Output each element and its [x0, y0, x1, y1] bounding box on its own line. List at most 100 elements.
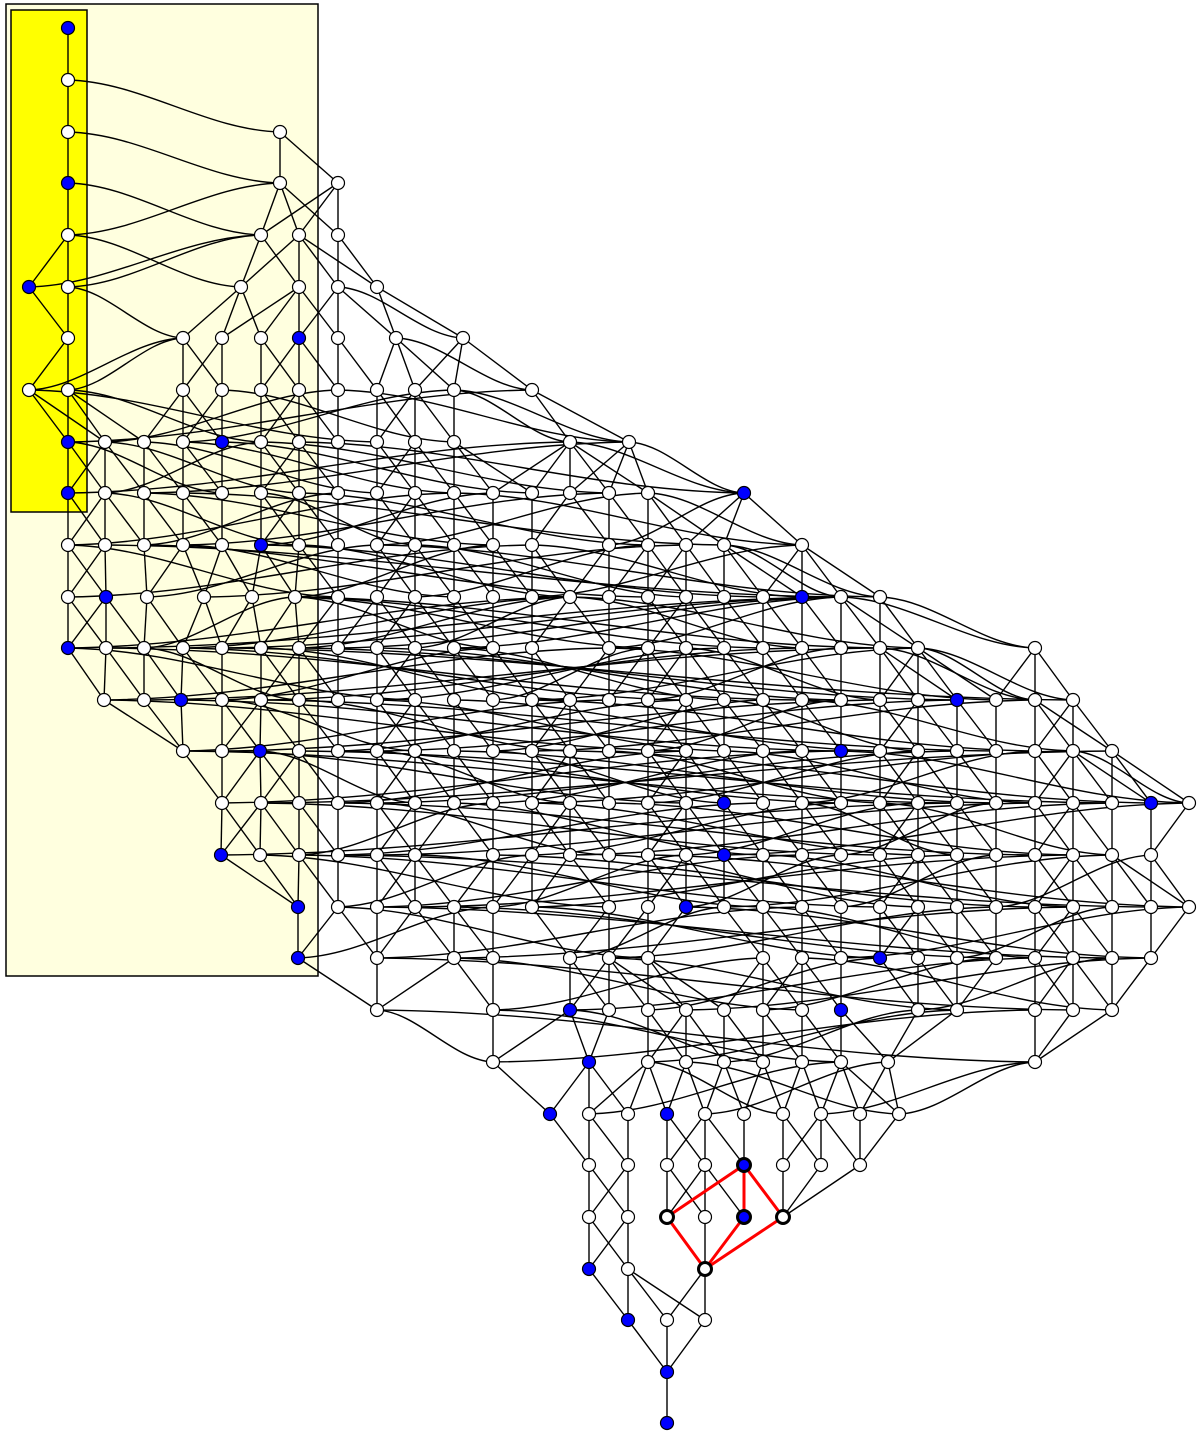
edge	[182, 337, 223, 391]
edge	[376, 699, 725, 752]
highlight-edges-layer	[665, 1163, 785, 1271]
edge	[569, 441, 745, 494]
edge	[221, 389, 455, 443]
node	[291, 640, 307, 656]
edge	[531, 802, 919, 856]
edge	[782, 1164, 861, 1218]
edge	[1034, 906, 1074, 959]
edge	[492, 647, 649, 701]
node	[330, 743, 346, 759]
edge	[820, 1061, 1036, 1115]
node	[697, 1209, 713, 1225]
edge	[298, 234, 378, 288]
node	[794, 537, 810, 553]
edge	[376, 906, 416, 959]
node	[1027, 1054, 1043, 1070]
edge	[260, 544, 764, 598]
node	[291, 795, 307, 811]
edge	[840, 750, 1190, 804]
node	[407, 537, 423, 553]
edge	[146, 544, 184, 598]
node	[794, 1002, 810, 1018]
edge	[376, 647, 416, 701]
edge	[762, 957, 997, 1011]
edge	[376, 1009, 494, 1063]
blue-node	[173, 692, 189, 708]
node	[407, 382, 423, 398]
node	[330, 485, 346, 501]
edge	[569, 441, 610, 494]
edge	[647, 647, 842, 701]
edge	[743, 1061, 764, 1115]
highlight-edge	[665, 1216, 707, 1270]
node	[659, 1157, 675, 1173]
edge	[453, 906, 494, 959]
edge	[588, 1113, 629, 1166]
node	[97, 434, 113, 450]
edge	[879, 596, 919, 649]
edge	[782, 1113, 822, 1166]
node	[253, 227, 269, 243]
node	[330, 899, 346, 915]
edge	[801, 647, 842, 701]
node	[562, 743, 578, 759]
edge	[103, 647, 107, 701]
edge	[840, 596, 881, 649]
edge	[279, 182, 300, 236]
node	[755, 743, 771, 759]
edge	[1150, 802, 1190, 856]
edge	[259, 854, 610, 908]
blue-node	[252, 743, 268, 759]
node	[640, 640, 656, 656]
node	[833, 692, 849, 708]
node	[852, 1106, 868, 1122]
node	[524, 847, 540, 863]
edge	[376, 957, 1074, 1011]
edge	[67, 389, 145, 443]
edge	[879, 596, 1036, 649]
edge	[647, 802, 687, 856]
node	[988, 692, 1004, 708]
node	[601, 537, 617, 553]
node	[407, 692, 423, 708]
node	[640, 1002, 656, 1018]
node	[369, 743, 385, 759]
edge	[251, 596, 262, 649]
node	[330, 537, 346, 553]
node	[369, 795, 385, 811]
edge	[1072, 750, 1113, 804]
node	[1143, 950, 1159, 966]
edge	[840, 1061, 861, 1115]
node	[910, 795, 926, 811]
blue-node	[60, 485, 76, 501]
edge	[608, 957, 958, 1011]
blue-node	[213, 847, 229, 863]
node	[910, 899, 926, 915]
edge	[1034, 854, 1074, 908]
edge	[143, 647, 300, 701]
node	[910, 1002, 926, 1018]
edge	[259, 699, 262, 752]
edge	[647, 854, 687, 908]
edge	[279, 131, 339, 184]
node	[485, 795, 501, 811]
node	[794, 795, 810, 811]
node	[872, 743, 888, 759]
edge	[220, 854, 299, 908]
node	[252, 847, 268, 863]
edge	[1150, 906, 1190, 959]
node	[1104, 795, 1120, 811]
node	[369, 692, 385, 708]
edge	[588, 1061, 649, 1115]
edge	[531, 906, 571, 959]
edge	[143, 441, 630, 494]
node	[813, 1157, 829, 1173]
edge	[182, 750, 223, 804]
edge	[879, 647, 958, 701]
edge	[956, 854, 997, 908]
edge	[840, 906, 1190, 959]
node	[872, 847, 888, 863]
node	[214, 330, 230, 346]
edge	[820, 1061, 842, 1115]
edge	[685, 544, 725, 598]
